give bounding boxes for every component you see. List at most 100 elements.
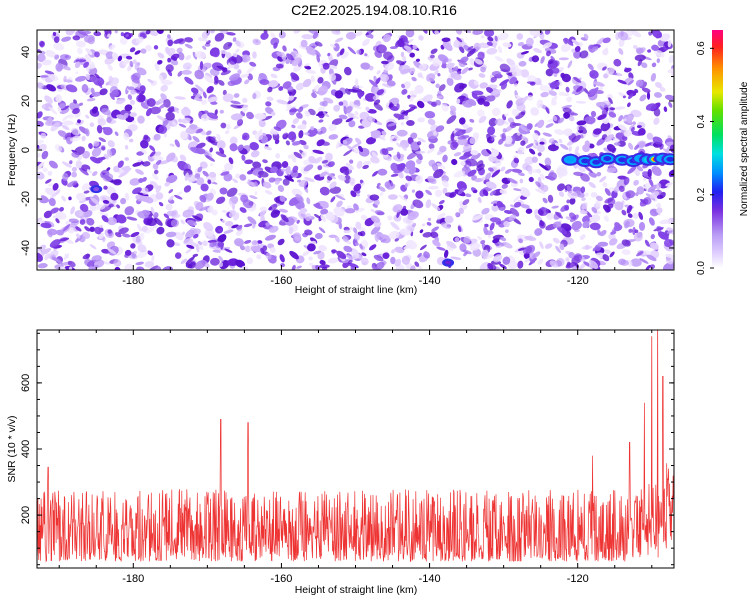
heatmap-noise-blob — [230, 100, 241, 105]
heatmap-noise-blob — [473, 132, 480, 139]
heatmap-noise-blob — [306, 197, 311, 205]
heatmap-noise-blob — [311, 92, 317, 99]
heatmap-noise-blob — [158, 201, 164, 207]
heatmap-noise-blob — [252, 223, 256, 229]
heatmap-noise-blob — [582, 144, 590, 153]
heatmap-noise-blob — [370, 225, 381, 235]
heatmap-noise-blob — [199, 161, 208, 169]
heatmap-noise-blob — [436, 95, 443, 99]
y-tick-label: 20 — [20, 95, 32, 107]
heatmap-noise-blob — [147, 250, 153, 256]
heatmap-noise-blob — [181, 107, 191, 117]
heatmap-noise-blob — [507, 260, 518, 270]
heatmap-noise-blob — [47, 183, 54, 187]
heatmap-noise-blob — [140, 148, 147, 154]
heatmap-noise-blob — [646, 254, 657, 262]
heatmap-noise-blob — [470, 149, 479, 156]
heatmap-noise-blob — [157, 52, 165, 59]
heatmap-noise-blob — [571, 135, 582, 143]
heatmap-noise-blob — [154, 151, 162, 157]
heatmap-noise-blob — [203, 221, 214, 232]
heatmap-noise-blob — [382, 83, 392, 88]
heatmap-noise-blob — [454, 135, 459, 141]
heatmap-noise-blob — [319, 171, 328, 177]
heatmap-noise-blob — [168, 47, 176, 56]
heatmap-noise-blob — [536, 144, 545, 153]
heatmap-noise-blob — [608, 111, 617, 118]
heatmap-noise-blob — [526, 123, 533, 130]
heatmap-noise-blob — [574, 145, 580, 155]
heatmap-noise-blob — [124, 206, 135, 216]
heatmap-noise-blob — [491, 149, 499, 157]
heatmap-noise-blob — [646, 132, 654, 140]
heatmap-noise-blob — [636, 125, 642, 129]
heatmap-noise-blob — [614, 106, 626, 110]
heatmap-noise-blob — [74, 61, 81, 69]
heatmap-noise-blob — [37, 139, 44, 146]
heatmap-noise-blob — [269, 203, 278, 211]
heatmap-noise-blob — [89, 156, 101, 164]
heatmap-noise-blob — [62, 173, 69, 181]
heatmap-noise-blob — [285, 166, 291, 175]
heatmap-noise-blob — [427, 217, 432, 222]
heatmap-noise-blob — [142, 136, 151, 143]
heatmap-noise-blob — [222, 89, 227, 96]
heatmap-noise-blob — [555, 211, 563, 219]
heatmap-noise-blob — [98, 232, 105, 240]
heatmap-noise-blob — [551, 205, 559, 209]
heatmap-noise-blob — [59, 103, 66, 109]
heatmap-noise-blob — [269, 247, 276, 253]
heatmap-noise-blob — [552, 67, 560, 74]
heatmap-noise-blob — [166, 239, 175, 248]
colorbar-tick-label: 0.4 — [696, 114, 707, 128]
heatmap-noise-blob — [52, 31, 57, 37]
heatmap-noise-blob — [125, 33, 129, 38]
heatmap-y-ticks: -40 -20 0 20 40 — [20, 46, 674, 256]
heatmap-noise-blob — [597, 241, 609, 247]
heatmap-noise-blob — [124, 192, 130, 201]
heatmap-noise-blob — [630, 126, 635, 132]
heatmap-noise-blob — [219, 109, 224, 114]
heatmap-noise-blob — [91, 147, 102, 157]
heatmap-noise-blob — [287, 131, 297, 141]
heatmap-noise-blob — [667, 68, 674, 73]
heatmap-noise-blob — [153, 45, 159, 50]
heatmap-noise-blob — [479, 261, 489, 270]
heatmap-noise-blob — [166, 210, 177, 217]
heatmap-noise-blob — [408, 67, 416, 74]
heatmap-noise-blob — [656, 194, 664, 200]
heatmap-noise-blob — [422, 30, 428, 34]
heatmap-noise-blob — [623, 129, 633, 137]
heatmap-noise-blob — [331, 30, 341, 35]
heatmap-noise-blob — [299, 139, 307, 146]
heatmap-noise-blob — [148, 30, 159, 36]
heatmap-noise-blob — [344, 66, 352, 76]
heatmap-noise-blob — [441, 37, 451, 43]
heatmap-noise-blob — [362, 164, 369, 170]
heatmap-noise-blob — [154, 266, 162, 270]
heatmap-noise-blob — [294, 235, 301, 242]
heatmap-noise-blob — [514, 201, 522, 208]
heatmap-noise-blob — [618, 114, 624, 122]
heatmap-noise-blob — [244, 159, 254, 165]
heatmap-noise-blob — [511, 108, 520, 117]
x-tick-label: -140 — [419, 573, 441, 585]
heatmap-noise-blob — [442, 154, 448, 163]
heatmap-noise-blob — [663, 106, 668, 112]
heatmap-noise-blob — [520, 69, 530, 78]
heatmap-noise-blob — [329, 43, 336, 48]
heatmap-noise-blob — [143, 196, 154, 204]
heatmap-noise-blob — [270, 166, 278, 174]
heatmap-noise-blob — [558, 191, 565, 197]
heatmap-noise-blob — [486, 47, 498, 55]
heatmap-noise-blob — [544, 157, 552, 166]
heatmap-noise-blob — [276, 119, 287, 130]
heatmap-noise-blob — [353, 114, 360, 120]
heatmap-noise-blob — [477, 109, 485, 118]
snr-x-ticks: -180 -160 -140 -120 — [58, 330, 653, 585]
heatmap-noise-blob — [449, 110, 454, 117]
heatmap-noise-blob — [258, 170, 269, 178]
heatmap-noise-blob — [130, 89, 137, 95]
heatmap-noise-blob — [478, 115, 487, 124]
heatmap-noise-blob — [37, 171, 45, 180]
